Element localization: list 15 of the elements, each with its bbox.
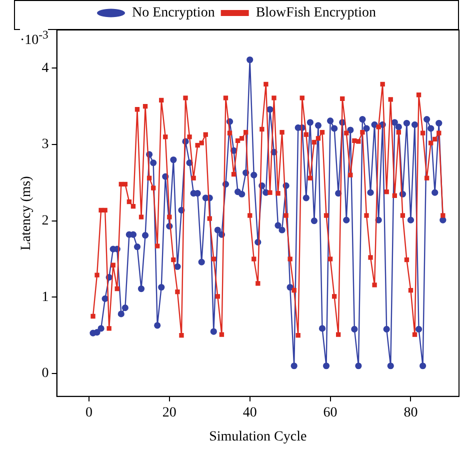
y-tick-label: 1 bbox=[42, 290, 49, 305]
x-tick-label: 0 bbox=[85, 405, 92, 420]
y-tick-label: 0 bbox=[42, 366, 49, 382]
legend-label: No Encryption bbox=[132, 6, 215, 21]
x-tick-label: 80 bbox=[404, 405, 418, 420]
text: ·10$^{-3}$ bbox=[20, 28, 48, 48]
legend-label: BlowFish Encryption bbox=[256, 6, 376, 21]
x-tick-label: 60 bbox=[323, 405, 338, 420]
y-axis-title: Latency (ms) bbox=[19, 176, 34, 250]
x-tick-label: 40 bbox=[242, 405, 257, 420]
y-tick-label: 2 bbox=[42, 214, 49, 229]
x-axis-title: Simulation Cycle bbox=[209, 429, 307, 444]
y-tick-label: 3 bbox=[42, 137, 49, 152]
x-tick-label: 20 bbox=[162, 405, 176, 420]
y-tick-label: 4 bbox=[42, 60, 49, 76]
